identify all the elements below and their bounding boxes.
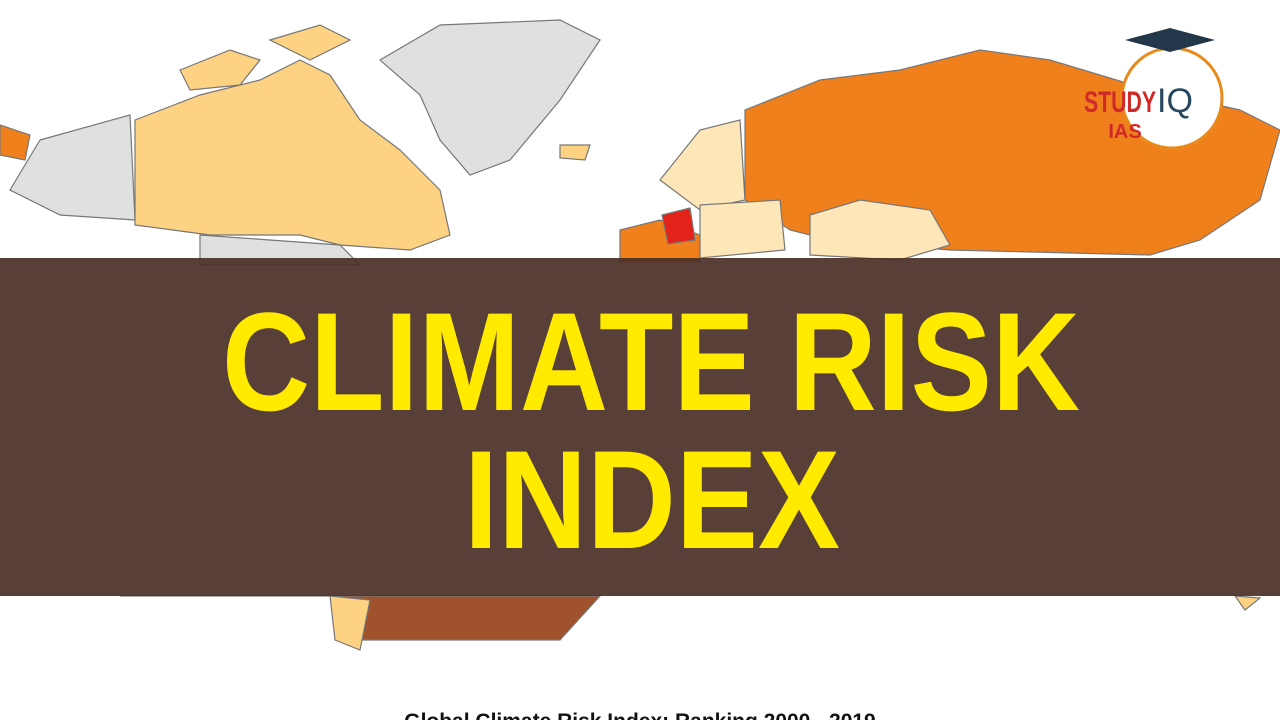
kazakhstan: [809, 199, 951, 261]
logo: STUDY IQ IAS: [1084, 28, 1224, 150]
title-line: INDEX: [464, 421, 840, 578]
arctic-islands: [179, 24, 352, 91]
new-zealand: [1233, 595, 1262, 611]
eastern-europe: [699, 199, 786, 259]
title-line: CLIMATE RISK: [222, 283, 1080, 440]
greenland: [378, 19, 601, 176]
title-band: [0, 258, 1280, 596]
caption: Global Climate Risk Index: Ranking 2000 …: [404, 710, 876, 720]
chukotka: [0, 124, 31, 161]
germany: [661, 207, 696, 245]
canada: [134, 59, 451, 251]
patagonia: [329, 595, 371, 651]
grad-cap: [1125, 28, 1215, 52]
logo-ias: IAS: [1108, 121, 1141, 143]
iceland: [559, 144, 591, 161]
scandinavia: [659, 119, 746, 211]
logo-iq: IQ: [1157, 82, 1193, 120]
alaska: [9, 114, 136, 221]
logo-study: STUDY: [1084, 86, 1156, 119]
